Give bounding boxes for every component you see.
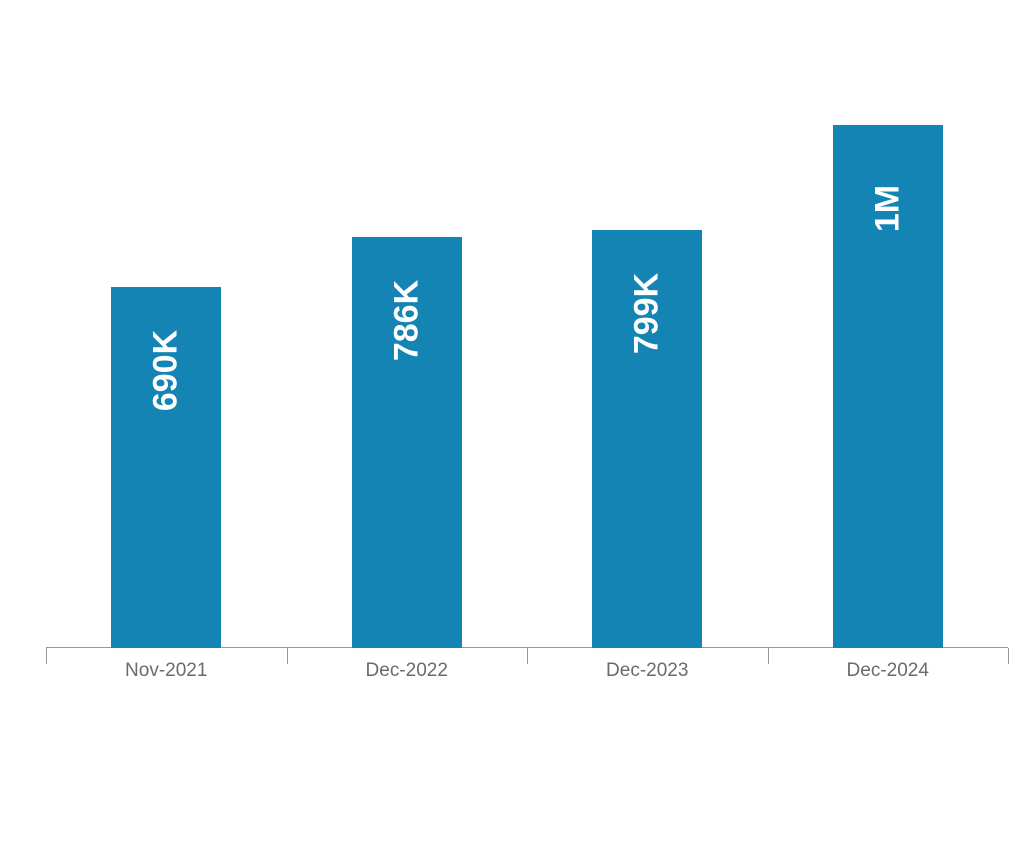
bar: 786K	[352, 237, 462, 648]
bar-value-label: 1M	[868, 185, 907, 232]
bar: 1M	[833, 125, 943, 648]
x-axis-label: Dec-2024	[847, 660, 929, 682]
x-tick	[1008, 648, 1009, 664]
bar: 799K	[592, 230, 702, 648]
x-axis-labels: Nov-2021 Dec-2022 Dec-2023 Dec-2024	[46, 660, 1008, 700]
bar-value-label: 799K	[628, 273, 667, 354]
x-axis-label: Nov-2021	[125, 660, 207, 682]
bar-chart: 690K 786K 799K 1M Nov-2021 Dec-2022 Dec-2023 D…	[0, 0, 1024, 858]
x-axis-label: Dec-2023	[606, 660, 688, 682]
x-axis-label: Dec-2022	[366, 660, 448, 682]
bars-container: 690K 786K 799K 1M	[46, 20, 1008, 648]
plot-area: 690K 786K 799K 1M	[46, 20, 1008, 648]
bar-value-label: 786K	[387, 280, 426, 361]
bar-value-label: 690K	[147, 330, 186, 411]
bar: 690K	[111, 287, 221, 648]
